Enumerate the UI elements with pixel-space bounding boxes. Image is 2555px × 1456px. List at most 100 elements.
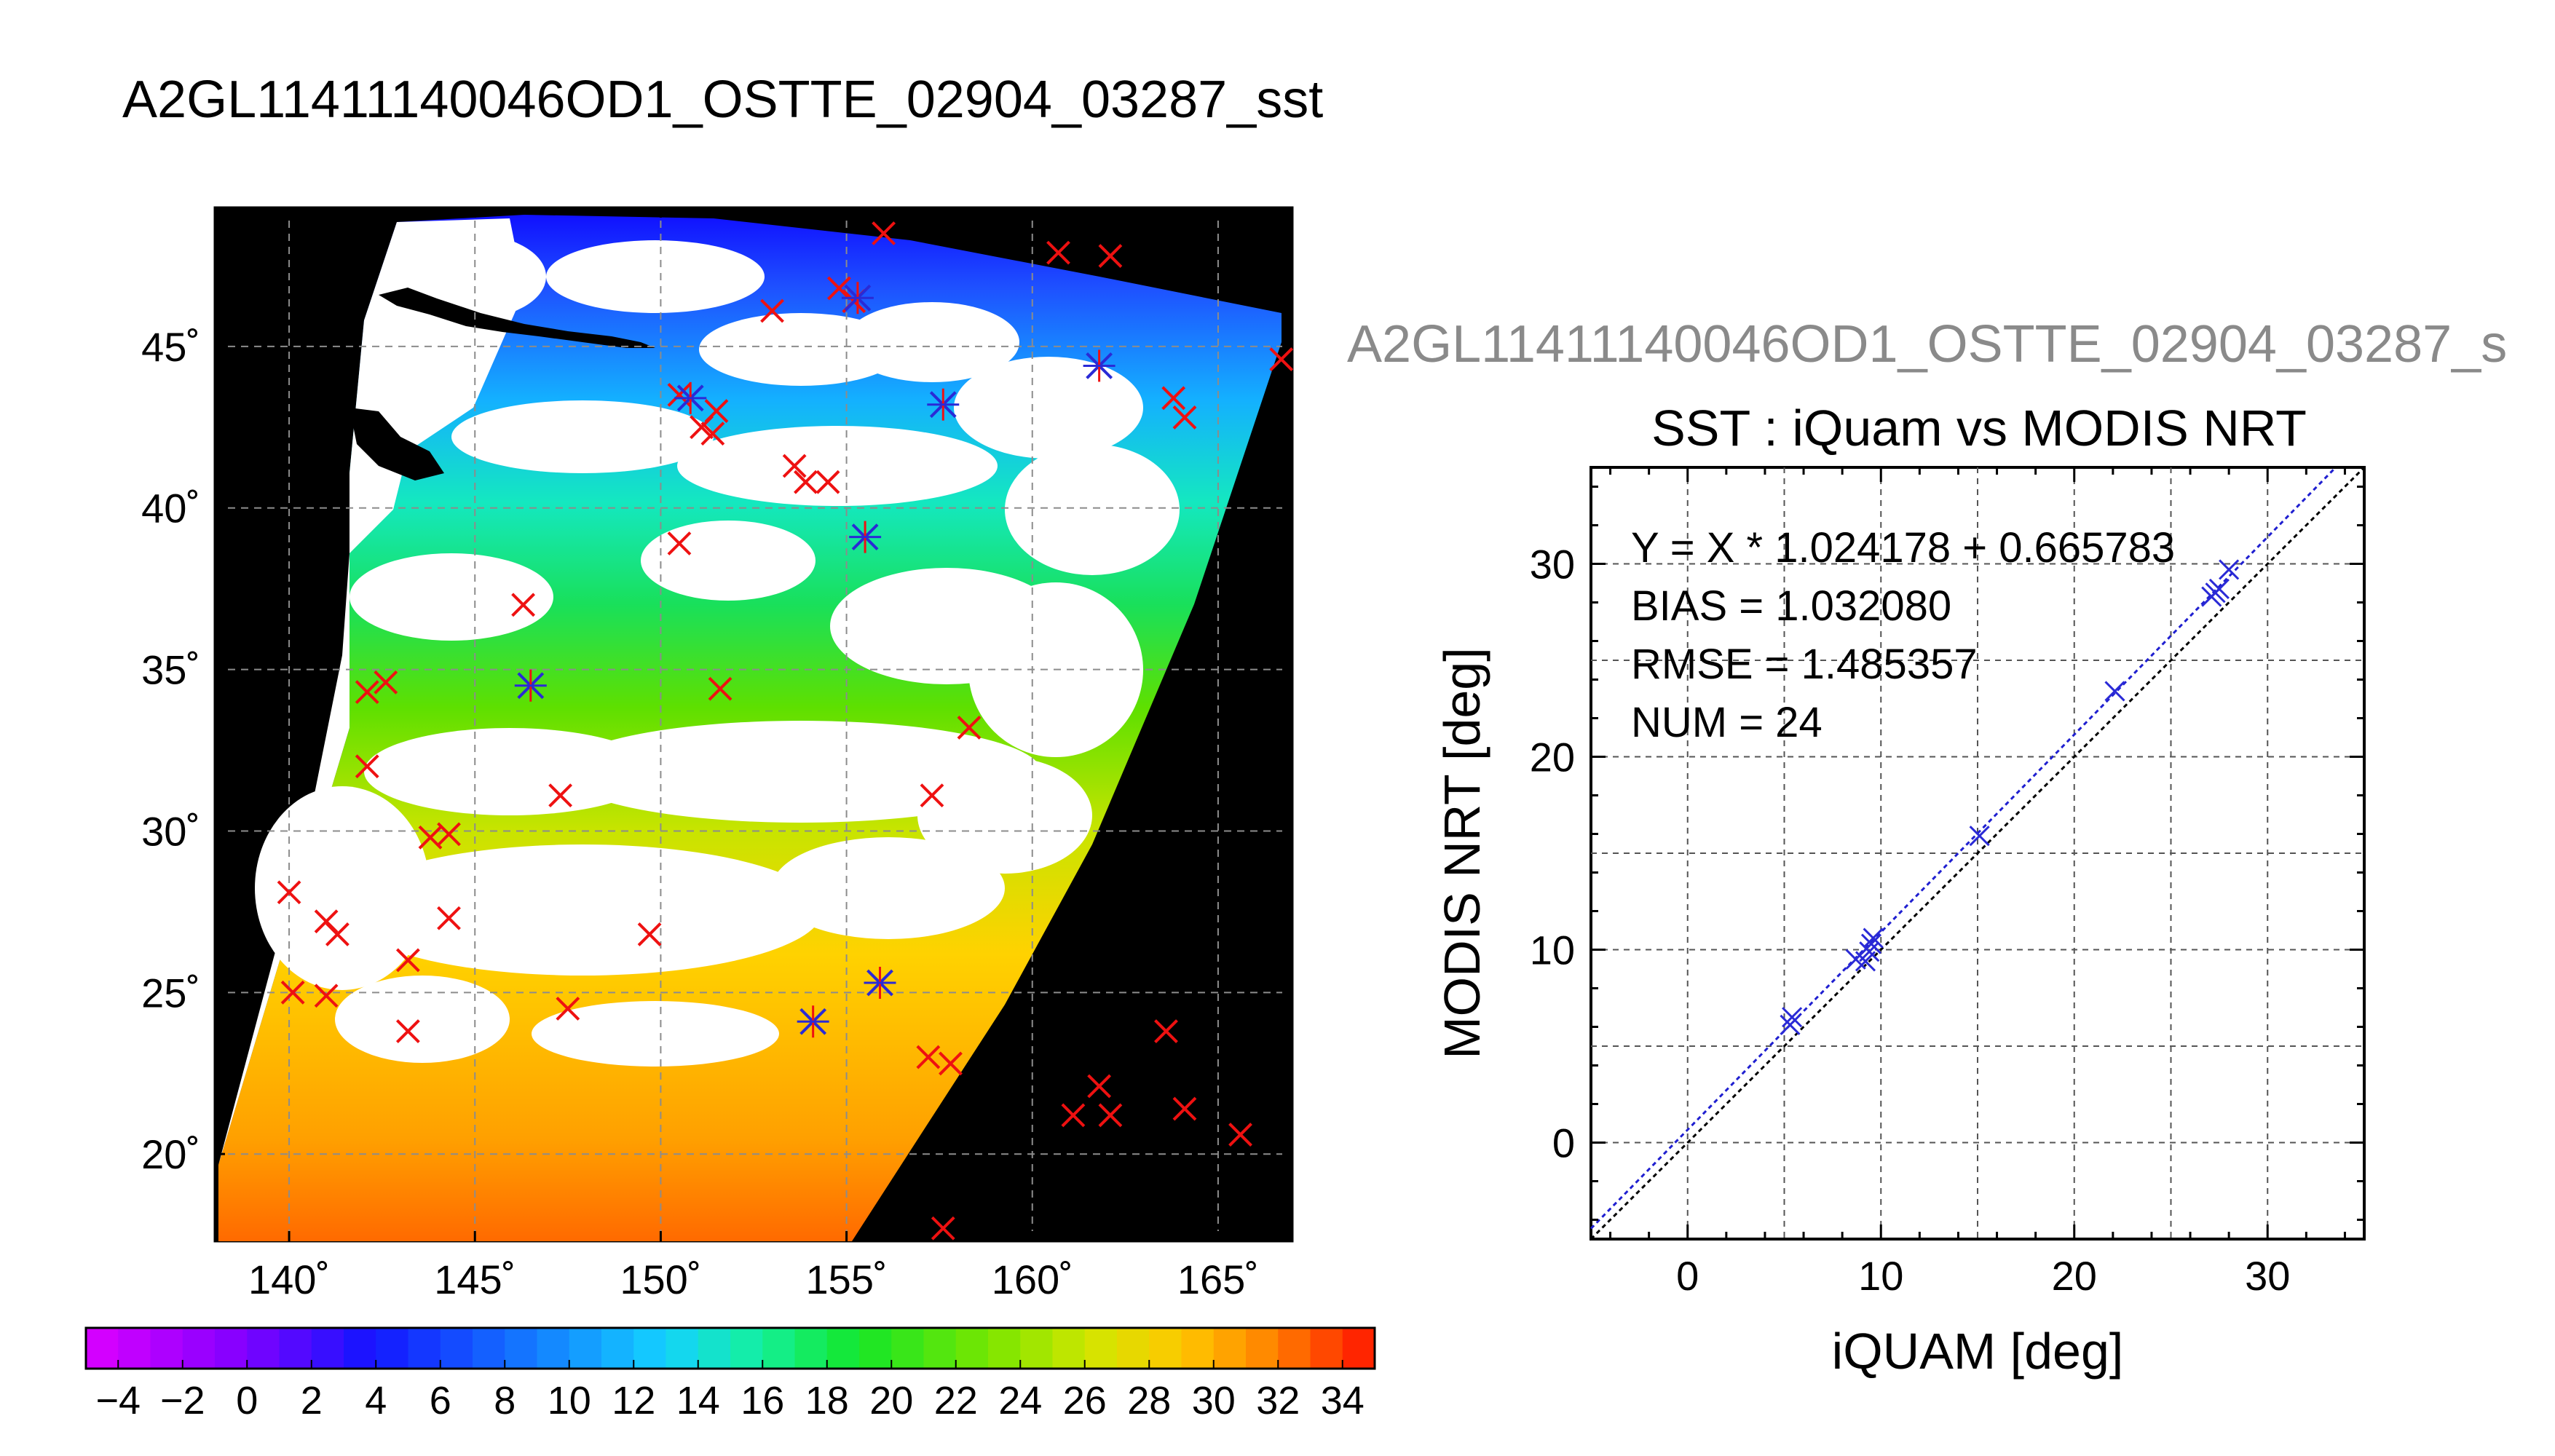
colorbar-cell	[505, 1328, 538, 1369]
map-y-tick-label: 40˚	[141, 486, 200, 531]
map-red-marker	[704, 399, 729, 423]
map-red-marker	[280, 980, 305, 1005]
colorbar-cell	[440, 1328, 473, 1369]
scatter-x-tick-label: 10	[1858, 1253, 1903, 1299]
fit-line	[1590, 466, 2337, 1230]
scatter-x-tick-label: 0	[1676, 1253, 1699, 1299]
map-blue-marker	[674, 381, 707, 414]
scatter-title-overflow: A2GL11411140046OD1_OSTTE_02904_03287_s	[1347, 315, 2508, 373]
colorbar-cell	[247, 1328, 280, 1369]
colorbar-cell	[1020, 1328, 1054, 1369]
map-blue-marker	[514, 669, 547, 702]
scatter-title: SST : iQuam vs MODIS NRT	[1651, 400, 2307, 456]
scatter-point	[1969, 826, 1990, 847]
scatter-xlabel: iQUAM [deg]	[1832, 1323, 2124, 1380]
map-red-marker	[794, 470, 818, 494]
colorbar-cell	[1084, 1328, 1118, 1369]
scatter-stat-line: Y = X * 1.024178 + 0.665783	[1631, 524, 2175, 571]
scatter-y-tick-label: 0	[1552, 1120, 1575, 1166]
map-red-marker	[437, 906, 461, 930]
colorbar-cell	[569, 1328, 602, 1369]
colorbar-cell	[794, 1328, 828, 1369]
colorbar-cell	[1278, 1328, 1311, 1369]
map-red-marker	[760, 298, 784, 323]
map-red-marker	[939, 1051, 963, 1076]
colorbar-cell	[150, 1328, 183, 1369]
scatter-stats: Y = X * 1.024178 + 0.665783 BIAS = 1.0320…	[1631, 524, 2175, 746]
scatter-ticks: 0 10 20 30 0 10 20 30	[1530, 467, 2364, 1299]
map-y-tick-label: 30˚	[141, 808, 200, 854]
colorbar-cell	[473, 1328, 505, 1369]
colorbar-cell	[955, 1328, 989, 1369]
colorbar-tick-label: 20	[869, 1379, 913, 1423]
scatter-stat-line: BIAS = 1.032080	[1631, 582, 1951, 630]
scatter-points	[1780, 559, 2240, 1035]
colorbar-cell	[376, 1328, 409, 1369]
colorbar-cell	[279, 1328, 312, 1369]
map-x-tick-label: 155˚	[806, 1257, 888, 1302]
colorbar-tick-label: 8	[494, 1379, 516, 1423]
map-x-tick-label: 145˚	[434, 1257, 516, 1302]
colorbar-cells	[86, 1328, 1375, 1369]
colorbar-cell	[601, 1328, 634, 1369]
colorbar-tick-label: 16	[741, 1379, 784, 1423]
colorbar-tick-label: 24	[998, 1379, 1042, 1423]
map-blue-marker	[841, 282, 874, 314]
colorbar-tick-label: 14	[676, 1379, 720, 1423]
colorbar-tick-label: 32	[1256, 1379, 1300, 1423]
map-red-marker	[395, 1019, 420, 1043]
scatter-point	[1863, 927, 1884, 949]
map-red-marker	[816, 470, 840, 494]
land	[350, 288, 655, 480]
map-red-marker	[1046, 240, 1070, 265]
map-y-tick-label: 45˚	[141, 324, 200, 370]
map-grid	[215, 207, 1292, 1241]
colorbar-cell	[1117, 1328, 1150, 1369]
colorbar-cell	[1181, 1328, 1215, 1369]
scatter-point	[1859, 941, 1880, 962]
colorbar-tick-label: 0	[236, 1379, 258, 1423]
colorbar-cell	[182, 1328, 216, 1369]
scatter-y-tick-label: 10	[1530, 927, 1575, 973]
map-red-marker	[1061, 1103, 1086, 1128]
map-red-marker	[1172, 1096, 1197, 1121]
colorbar-cell	[1342, 1328, 1375, 1369]
map-blue-marker	[864, 967, 896, 999]
map-y-tick-label: 20˚	[141, 1131, 200, 1177]
colorbar-tick-label: 22	[934, 1379, 978, 1423]
map-red-marker	[1154, 1019, 1178, 1043]
colorbar-cell	[86, 1328, 119, 1369]
map-red-marker	[1228, 1123, 1252, 1147]
colorbar-cell	[666, 1328, 699, 1369]
map-x-tick-label: 140˚	[248, 1257, 330, 1302]
map-red-marker	[548, 783, 573, 808]
map-red-marker	[1269, 347, 1294, 371]
map-blue-marker	[1083, 349, 1115, 382]
map-red-marker	[374, 670, 398, 695]
map-red-marker	[957, 716, 982, 740]
scatter-x-tick-label: 30	[2245, 1253, 2290, 1299]
colorbar-cell	[923, 1328, 957, 1369]
scatter-lines	[1590, 466, 2366, 1241]
colorbar-tick-label: 2	[301, 1379, 323, 1423]
colorbar-labels: −4 −2 0 2 4 6 8 10 12 14 16 18 20 22 24 26 28 30 32 34	[95, 1360, 1365, 1423]
scatter-point	[1782, 1007, 1803, 1028]
map-red-marker	[355, 680, 379, 705]
colorbar-cell	[537, 1328, 570, 1369]
map-red-marker	[556, 997, 580, 1021]
colorbar-cell	[344, 1328, 376, 1369]
map-ticks: 140˚ 145˚ 150˚ 155˚ 160˚ 165˚ 20˚ 25˚ 30˚ 35˚ 40˚ 4…	[141, 207, 1292, 1302]
map-red-marker	[395, 948, 420, 973]
map-red-marker	[1098, 244, 1123, 268]
scatter-point	[2104, 681, 2125, 702]
colorbar-cell	[408, 1328, 441, 1369]
colorbar-cell	[698, 1328, 731, 1369]
colorbar-frame	[84, 1326, 1376, 1370]
colorbar-cell	[1213, 1328, 1247, 1369]
map-blue-marker	[849, 521, 882, 553]
colorbar-tick-label: 18	[805, 1379, 849, 1423]
map-x-tick-label: 160˚	[992, 1257, 1073, 1302]
map-red-marker	[782, 454, 807, 478]
map-y-tick-label: 25˚	[141, 970, 200, 1016]
